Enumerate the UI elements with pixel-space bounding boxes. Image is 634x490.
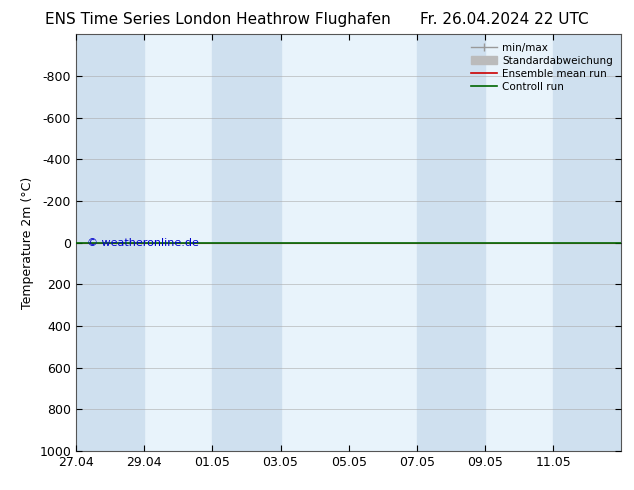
Y-axis label: Temperature 2m (°C): Temperature 2m (°C) <box>21 176 34 309</box>
Bar <box>76 34 144 451</box>
Legend: min/max, Standardabweichung, Ensemble mean run, Controll run: min/max, Standardabweichung, Ensemble me… <box>468 40 616 95</box>
Text: © weatheronline.de: © weatheronline.de <box>87 238 199 247</box>
Bar <box>553 34 621 451</box>
Bar <box>212 34 280 451</box>
Text: ENS Time Series London Heathrow Flughafen      Fr. 26.04.2024 22 UTC: ENS Time Series London Heathrow Flughafe… <box>45 12 589 27</box>
Bar <box>417 34 485 451</box>
